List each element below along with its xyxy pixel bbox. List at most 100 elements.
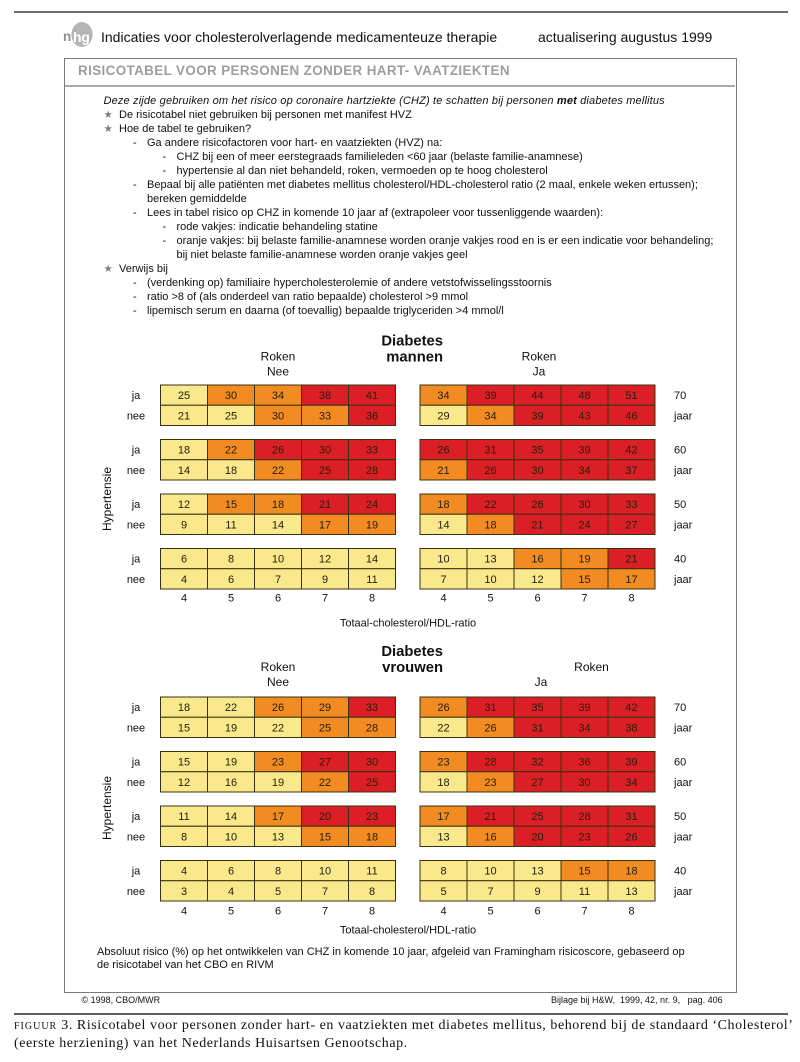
svg-text:26: 26 [484,465,496,477]
svg-text:14: 14 [272,519,284,531]
svg-text:18: 18 [366,831,378,843]
svg-text:28: 28 [366,465,378,477]
svg-text:nee: nee [127,410,145,422]
svg-text:50: 50 [674,499,686,511]
svg-text:8: 8 [275,866,281,878]
svg-text:Nee: Nee [267,365,289,379]
svg-text:31: 31 [484,445,496,457]
svg-text:28: 28 [578,811,590,823]
svg-text:21: 21 [531,519,543,531]
svg-text:Nee: Nee [267,675,289,689]
svg-text:25: 25 [319,722,331,734]
svg-text:3: 3 [181,886,187,898]
svg-text:5: 5 [440,886,446,898]
svg-text:7: 7 [275,574,281,586]
svg-text:6: 6 [275,593,281,605]
svg-text:27: 27 [319,757,331,769]
svg-text:16: 16 [484,831,496,843]
svg-text:8: 8 [369,906,375,918]
svg-text:21: 21 [625,554,637,566]
svg-text:25: 25 [319,465,331,477]
svg-text:26: 26 [272,445,284,457]
svg-text:15: 15 [578,866,590,878]
svg-text:33: 33 [366,445,378,457]
svg-text:jaar: jaar [673,465,693,477]
svg-text:30: 30 [366,757,378,769]
svg-text:30: 30 [225,390,237,402]
svg-text:44: 44 [531,390,543,402]
svg-text:18: 18 [272,499,284,511]
svg-text:30: 30 [531,465,543,477]
svg-text:26: 26 [272,702,284,714]
svg-text:60: 60 [674,445,686,457]
svg-text:11: 11 [579,886,590,898]
svg-text:27: 27 [531,777,543,789]
svg-text:4: 4 [440,906,446,918]
svg-text:13: 13 [484,554,496,566]
svg-text:39: 39 [578,445,590,457]
svg-text:18: 18 [225,465,237,477]
svg-text:Totaal-cholesterol/HDL-ratio: Totaal-cholesterol/HDL-ratio [340,618,476,630]
svg-text:4: 4 [181,866,187,878]
svg-text:5: 5 [487,593,493,605]
svg-text:21: 21 [437,465,449,477]
svg-text:4: 4 [440,593,446,605]
svg-text:39: 39 [484,390,496,402]
svg-text:5: 5 [228,906,234,918]
svg-text:10: 10 [319,866,331,878]
svg-text:10: 10 [437,554,449,566]
svg-text:30: 30 [578,777,590,789]
svg-text:19: 19 [272,777,284,789]
svg-text:9: 9 [534,886,540,898]
svg-text:13: 13 [625,886,637,898]
svg-text:Hypertensie: Hypertensie [100,467,114,531]
svg-text:10: 10 [484,574,496,586]
svg-text:12: 12 [531,574,543,586]
svg-text:4: 4 [181,906,187,918]
svg-text:33: 33 [319,410,331,422]
svg-text:15: 15 [578,574,590,586]
svg-text:70: 70 [674,702,686,714]
svg-text:13: 13 [437,831,449,843]
svg-text:Ja: Ja [533,365,546,379]
svg-text:29: 29 [437,410,449,422]
svg-text:ja: ja [131,499,141,511]
svg-text:34: 34 [578,722,590,734]
svg-text:Hypertensie: Hypertensie [100,776,114,840]
svg-text:26: 26 [531,499,543,511]
svg-text:31: 31 [625,811,637,823]
svg-text:4: 4 [181,593,187,605]
svg-text:30: 30 [578,499,590,511]
svg-text:60: 60 [674,757,686,769]
svg-text:48: 48 [578,390,590,402]
svg-text:nee: nee [127,831,145,843]
svg-text:39: 39 [578,702,590,714]
svg-text:5: 5 [275,886,281,898]
svg-text:15: 15 [178,722,190,734]
svg-text:jaar: jaar [673,519,693,531]
svg-text:28: 28 [366,722,378,734]
svg-text:8: 8 [228,554,234,566]
svg-text:6: 6 [228,866,234,878]
svg-text:39: 39 [531,410,543,422]
svg-text:20: 20 [531,831,543,843]
svg-text:n: n [63,29,71,44]
svg-text:37: 37 [625,465,637,477]
svg-text:33: 33 [625,499,637,511]
svg-text:38: 38 [625,722,637,734]
svg-text:40: 40 [674,554,686,566]
svg-text:6: 6 [181,554,187,566]
svg-text:7: 7 [322,906,328,918]
svg-text:jaar: jaar [673,777,693,789]
svg-text:jaar: jaar [673,722,693,734]
svg-text:4: 4 [181,574,187,586]
svg-text:27: 27 [625,519,637,531]
svg-text:25: 25 [178,390,190,402]
svg-text:18: 18 [437,499,449,511]
svg-text:24: 24 [578,519,590,531]
svg-text:35: 35 [531,702,543,714]
svg-text:23: 23 [484,777,496,789]
svg-text:46: 46 [625,410,637,422]
svg-text:12: 12 [178,777,190,789]
svg-text:10: 10 [225,831,237,843]
